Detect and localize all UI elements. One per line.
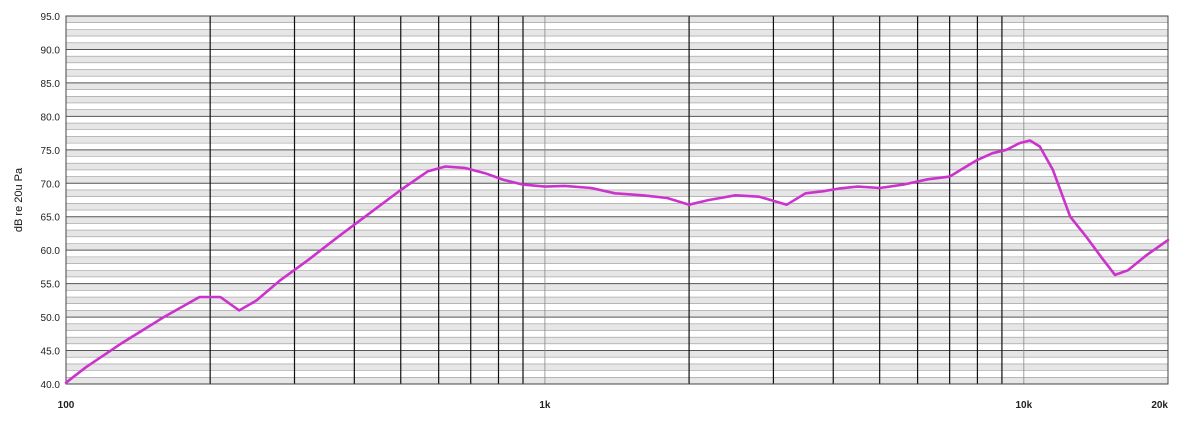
y-tick-label: 75.0 bbox=[41, 146, 61, 157]
grid-band bbox=[66, 297, 1168, 304]
plot-area bbox=[66, 16, 1168, 384]
grid-band bbox=[66, 69, 1168, 77]
y-tick-label: 50.0 bbox=[41, 313, 61, 324]
grid-band bbox=[66, 350, 1168, 358]
grid-band bbox=[66, 243, 1168, 251]
grid-band bbox=[66, 216, 1168, 224]
x-tick-label: 20k bbox=[1151, 400, 1168, 411]
grid-band bbox=[66, 363, 1168, 371]
plot-background-bands bbox=[66, 16, 1168, 384]
grid-band bbox=[66, 176, 1168, 184]
y-tick-label: 80.0 bbox=[41, 112, 61, 123]
y-tick-label: 90.0 bbox=[41, 45, 61, 56]
x-axis-tick-labels: 100 1k 10k 20k bbox=[58, 400, 1169, 411]
plot-border bbox=[65, 15, 1169, 385]
y-tick-label: 85.0 bbox=[41, 79, 61, 90]
series-line bbox=[64, 139, 1170, 385]
y-tick-label: 45.0 bbox=[41, 347, 61, 358]
grid-band bbox=[66, 29, 1168, 37]
y-tick-label: 55.0 bbox=[41, 280, 61, 291]
grid-band bbox=[66, 310, 1168, 318]
grid-band bbox=[66, 136, 1168, 144]
grid-band bbox=[66, 42, 1168, 50]
y-axis-tick-labels: 40.0 45.0 50.0 55.0 60.0 65.0 70.0 75.0 80.0 85.0… bbox=[41, 12, 61, 391]
grid-band bbox=[66, 109, 1168, 117]
grid-band bbox=[66, 123, 1168, 130]
grid-band bbox=[66, 256, 1168, 264]
y-tick-label: 70.0 bbox=[41, 179, 61, 190]
y-axis-title: dB re 20u Pa bbox=[13, 167, 25, 232]
grid-band bbox=[66, 82, 1168, 90]
grid-band bbox=[66, 16, 1168, 23]
y-tick-label: 95.0 bbox=[41, 12, 61, 23]
grid-band bbox=[66, 203, 1168, 211]
series-layer bbox=[64, 139, 1170, 385]
grid-band bbox=[66, 377, 1168, 384]
grid-band bbox=[66, 337, 1168, 344]
grid-band bbox=[66, 270, 1168, 277]
grid-band bbox=[66, 323, 1168, 331]
y-tick-label: 65.0 bbox=[41, 213, 61, 224]
grid-band bbox=[66, 283, 1168, 291]
plot-frame bbox=[65, 15, 1169, 385]
x-tick-label: 1k bbox=[539, 400, 551, 411]
grid-band bbox=[66, 96, 1168, 103]
grid-band bbox=[66, 230, 1168, 237]
y-tick-label: 40.0 bbox=[41, 380, 61, 391]
grid-band bbox=[66, 149, 1168, 157]
horizontal-gridlines bbox=[66, 15, 1168, 385]
x-tick-label: 100 bbox=[58, 400, 75, 411]
grid-band bbox=[66, 56, 1168, 63]
y-tick-label: 60.0 bbox=[41, 246, 61, 257]
grid-band bbox=[66, 163, 1168, 170]
x-tick-label: 10k bbox=[1015, 400, 1032, 411]
